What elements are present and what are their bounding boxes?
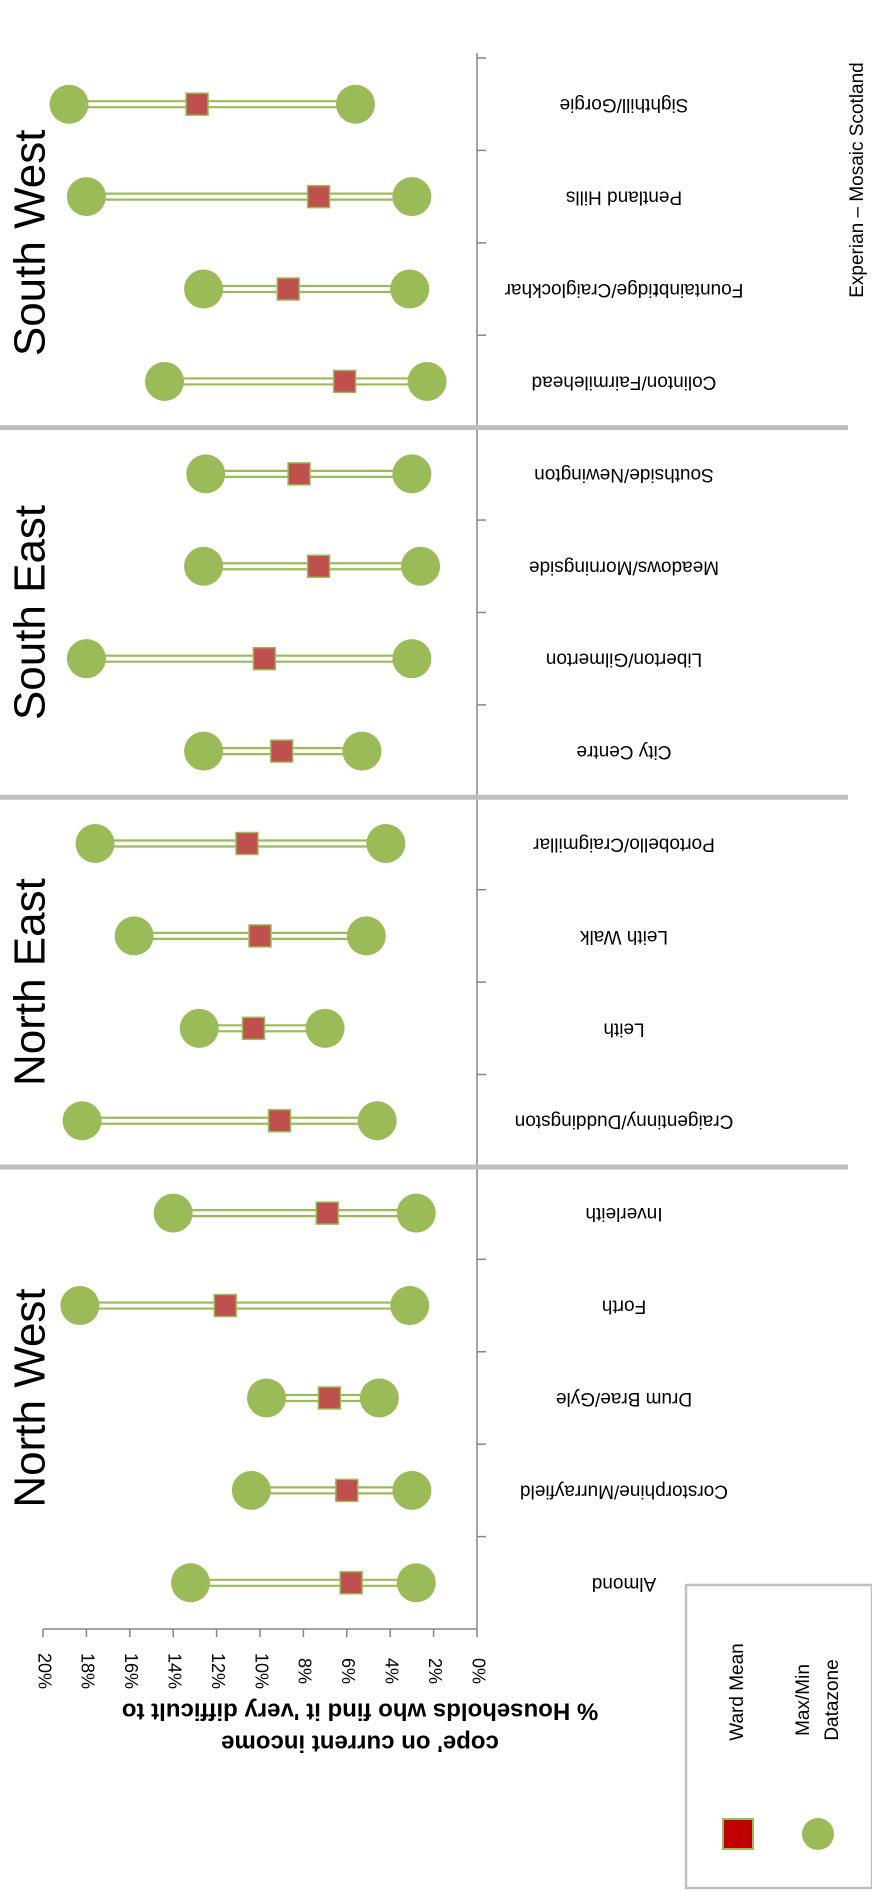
value-tick-label: 18%: [78, 1653, 98, 1689]
category-label: Almond: [592, 1573, 656, 1594]
max-datazone-marker: [60, 1286, 100, 1326]
ward-mean-marker: [241, 1016, 266, 1041]
min-datazone-marker: [392, 454, 432, 494]
value-tick-label: 14%: [164, 1653, 184, 1689]
max-datazone-marker: [184, 269, 224, 309]
min-datazone-marker: [390, 269, 430, 309]
min-datazone-marker: [346, 916, 386, 956]
legend: Ward Mean Max/Min Datazone: [684, 1583, 872, 1890]
value-tick-label: 2%: [425, 1658, 445, 1684]
category-label: Leith: [603, 1018, 644, 1039]
value-tick-label: 6%: [338, 1658, 358, 1684]
min-datazone-marker: [396, 1193, 436, 1233]
min-datazone-marker: [305, 1008, 345, 1048]
ward-mean-marker: [248, 924, 272, 948]
region-label: North East: [6, 878, 55, 1086]
ward-mean-marker: [335, 1478, 359, 1503]
value-tick-label: 20%: [34, 1653, 54, 1689]
ward-mean-marker: [252, 646, 277, 671]
min-datazone-marker: [392, 1470, 432, 1510]
ward-mean-marker: [235, 831, 259, 856]
region-label: South East: [6, 505, 55, 720]
category-label: Liberton/Gilmerton: [546, 649, 702, 670]
min-datazone-marker: [335, 84, 375, 124]
min-datazone-marker: [366, 824, 406, 863]
min-datazone-marker: [392, 639, 432, 679]
category-label: Forth: [602, 1296, 646, 1317]
max-datazone-marker: [114, 916, 154, 956]
source-label: Experian – Mosaic Scotland: [847, 62, 868, 298]
legend-max-min-label: Datazone: [822, 1659, 843, 1740]
ward-mean-marker: [317, 1386, 342, 1410]
category-label: Corstorphine/Murrayfield: [520, 1480, 728, 1501]
category-label: Pentland Hills: [566, 187, 682, 208]
chart-plot-group: 0% 2% 4% 6% 8% 10% 12% 14% 16% 18% 20% Almond Corsto…: [0, 53, 868, 1757]
min-datazone-marker: [359, 1378, 399, 1418]
max-datazone-marker: [179, 1008, 219, 1048]
region-label: North West: [6, 1288, 55, 1507]
max-datazone-marker: [247, 1378, 287, 1418]
category-label: Southside/Newington: [534, 464, 714, 485]
ward-mean-marker: [332, 369, 357, 394]
legend-max-min-label: Max/Min: [793, 1664, 814, 1736]
max-datazone-marker: [171, 1563, 211, 1603]
value-tick-label: 4%: [381, 1658, 401, 1684]
max-datazone-marker: [153, 1193, 193, 1233]
region-label: South West: [6, 130, 55, 357]
category-label: Inverleith: [585, 1203, 662, 1224]
max-datazone-marker: [75, 824, 115, 863]
value-tick-label: 8%: [295, 1658, 315, 1684]
category-label: Drum Brae/Gyle: [556, 1388, 692, 1409]
min-datazone-marker: [357, 1101, 397, 1141]
max-datazone-marker: [49, 84, 89, 124]
max-datazone-marker: [66, 639, 106, 679]
min-datazone-marker: [396, 1563, 436, 1603]
legend-max-min-marker: [802, 1818, 834, 1850]
category-label: Leith Walk: [580, 926, 668, 947]
ward-mean-marker: [267, 1108, 292, 1133]
ward-mean-marker: [213, 1293, 238, 1318]
legend-ward-mean-label: Ward Mean: [727, 1643, 748, 1741]
min-datazone-marker: [390, 1286, 430, 1326]
min-datazone-marker: [342, 731, 382, 771]
value-tick-label: 12%: [208, 1653, 228, 1689]
category-label: Fountainbridge/Craiglockhar: [504, 279, 743, 300]
category-label: Sighthill/Gorgie: [560, 94, 689, 115]
max-datazone-marker: [231, 1470, 271, 1510]
ward-mean-marker: [315, 1201, 340, 1225]
max-datazone-marker: [184, 731, 224, 771]
category-label: t: [653, 279, 659, 300]
category-label: Portobello/Craigmillar: [533, 833, 715, 854]
value-tick-label: 10%: [251, 1653, 271, 1689]
value-axis-title: cope' on current income: [221, 1730, 499, 1757]
min-datazone-marker: [401, 546, 441, 586]
value-tick-label: 16%: [121, 1653, 141, 1689]
ward-mean-marker: [276, 277, 300, 301]
ward-mean-marker: [185, 92, 209, 116]
category-label: Meadows/Morningside: [529, 556, 719, 577]
min-datazone-marker: [407, 361, 447, 401]
max-datazone-marker: [62, 1101, 102, 1141]
max-datazone-marker: [184, 546, 224, 586]
ward-mean-marker: [269, 739, 294, 763]
ward-mean-marker: [287, 462, 311, 486]
max-datazone-marker: [186, 454, 226, 494]
legend-box: [684, 1583, 872, 1890]
value-tick-label: 0%: [468, 1658, 488, 1684]
ward-mean-marker: [306, 554, 331, 579]
legend-ward-mean-marker: [722, 1818, 754, 1850]
min-datazone-marker: [392, 177, 432, 217]
max-datazone-marker: [145, 361, 185, 401]
ward-mean-marker: [306, 184, 331, 209]
value-axis-title: % Households who find it 'very difficult…: [122, 1698, 598, 1725]
ward-mean-marker: [339, 1571, 363, 1595]
category-label: City Centre: [576, 741, 671, 762]
category-label: Colinton/Fairmilehead: [532, 371, 717, 392]
category-label: Craigentinny/Duddingston: [515, 1111, 734, 1132]
max-datazone-marker: [66, 177, 106, 217]
